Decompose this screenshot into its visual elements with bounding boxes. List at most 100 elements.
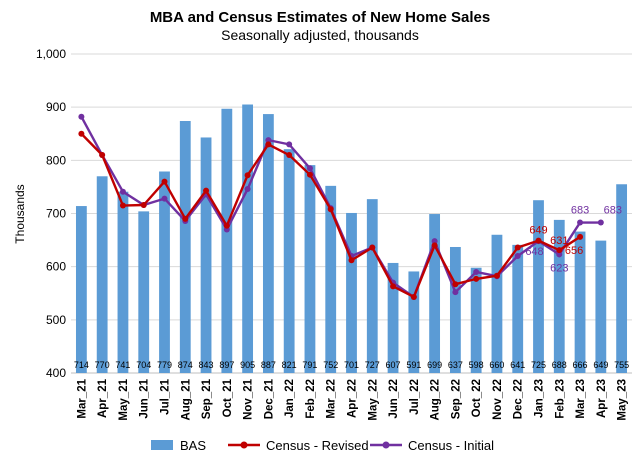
bar [96,176,108,373]
census-revised-point [431,242,438,249]
bar [408,271,420,373]
bar-value-label: 637 [448,360,463,370]
census-revised-point [556,247,563,254]
census-revised-point [78,130,85,137]
census-revised-point [119,202,126,209]
x-tick-label: Jul_22 [409,379,421,415]
bar-value-label: 660 [489,360,504,370]
census-initial-point [556,251,563,258]
bar-value-label: 704 [136,360,151,370]
initial-annotation: 648 [525,246,543,258]
bar-value-label: 591 [406,360,421,370]
bar [75,206,87,373]
bar [429,214,441,373]
x-tick-label: Jul_21 [160,378,172,414]
revised-annotation: 649 [529,225,547,237]
bar [221,108,233,374]
bar-value-label: 714 [74,360,89,370]
census-revised-point [452,281,459,288]
y-axis-ticks: 400 500 600 700 800 900 1,000 [36,47,66,380]
legend-label-initial: Census - Initial [408,438,494,453]
census-initial-point [514,253,521,260]
census-initial-point [244,186,251,193]
bar-value-label: 666 [573,360,588,370]
x-tick-label: Feb_22 [305,379,317,419]
legend-label-revised: Census - Revised [266,438,369,453]
bar [304,165,316,373]
bar-value-label: 874 [178,360,193,370]
bar [179,120,191,374]
census-revised-point [306,171,313,178]
census-initial-point [265,137,272,144]
x-tick-label: Oct_22 [471,379,483,417]
census-revised-point [410,293,417,300]
census-revised-point [493,272,500,279]
initial-annotation: 683 [604,205,622,217]
legend-label-bas: BAS [180,438,206,453]
x-tick-label: May_21 [118,378,130,420]
x-axis-ticks: Mar_21 Apr_21 May_21 Jun_21 Jul_21 Aug_21 Sep_… [76,378,628,420]
x-tick-label: Nov_21 [243,378,255,420]
y-tick-label: 400 [46,366,66,380]
census-revised-point [577,233,584,240]
census-revised-point [286,152,293,159]
bar [574,231,586,373]
bar [117,191,129,373]
y-axis-label: Thousands [13,184,27,243]
x-tick-label: Feb_23 [554,379,566,419]
x-tick-label: Jan_23 [534,379,546,418]
census-revised-point [203,187,210,194]
bar-value-label: 755 [614,360,629,370]
census-initial-point [473,268,480,275]
bar-value-label: 727 [365,360,380,370]
x-tick-label: Sep_22 [450,379,462,419]
bar [449,246,461,373]
x-tick-label: Jun_21 [139,378,151,418]
census-revised-point [244,172,251,179]
y-tick-label: 1,000 [36,47,66,61]
bar [533,200,544,373]
census-revised-point [140,201,147,208]
bar [595,240,607,373]
bar-value-label: 791 [302,360,317,370]
bar-value-label: 821 [282,360,297,370]
census-initial-point [161,195,168,202]
bar-value-label: 701 [344,360,359,370]
x-tick-label: Nov_22 [492,379,504,420]
initial-annotation: 623 [550,262,568,274]
x-tick-label: Dec_22 [513,379,525,419]
bar [470,267,482,373]
bar [346,212,357,373]
bar [283,149,295,373]
x-tick-label: Jan_22 [284,379,296,418]
census-initial-point [306,165,313,172]
census-revised-point [265,141,272,148]
census-revised-point [161,178,168,185]
bar-value-label: 779 [157,360,172,370]
bar [159,171,170,373]
census-initial-point [286,141,293,148]
bar-labels: 714 770 741 704 779 874 843 897 905 887 821 791 752 7… [74,360,629,370]
census-revised-point [99,152,106,159]
census-revised-point [182,215,189,222]
bar [138,211,150,373]
y-tick-label: 600 [46,260,66,274]
chart-title: MBA and Census Estimates of New Home Sal… [150,9,490,26]
bar [200,137,212,373]
x-tick-label: Aug_21 [180,378,192,420]
census-revised-point [390,283,397,290]
x-tick-label: Oct_21 [222,378,234,417]
y-tick-label: 900 [46,100,66,114]
y-tick-label: 800 [46,153,66,167]
bar [616,184,628,373]
census-revised-point [514,244,521,251]
bar-value-label: 641 [510,360,525,370]
bar-value-label: 607 [386,360,401,370]
census-revised-point [369,244,376,251]
bar-value-label: 649 [593,360,608,370]
initial-annotation: 683 [571,205,589,217]
census-initial-point [431,238,438,245]
